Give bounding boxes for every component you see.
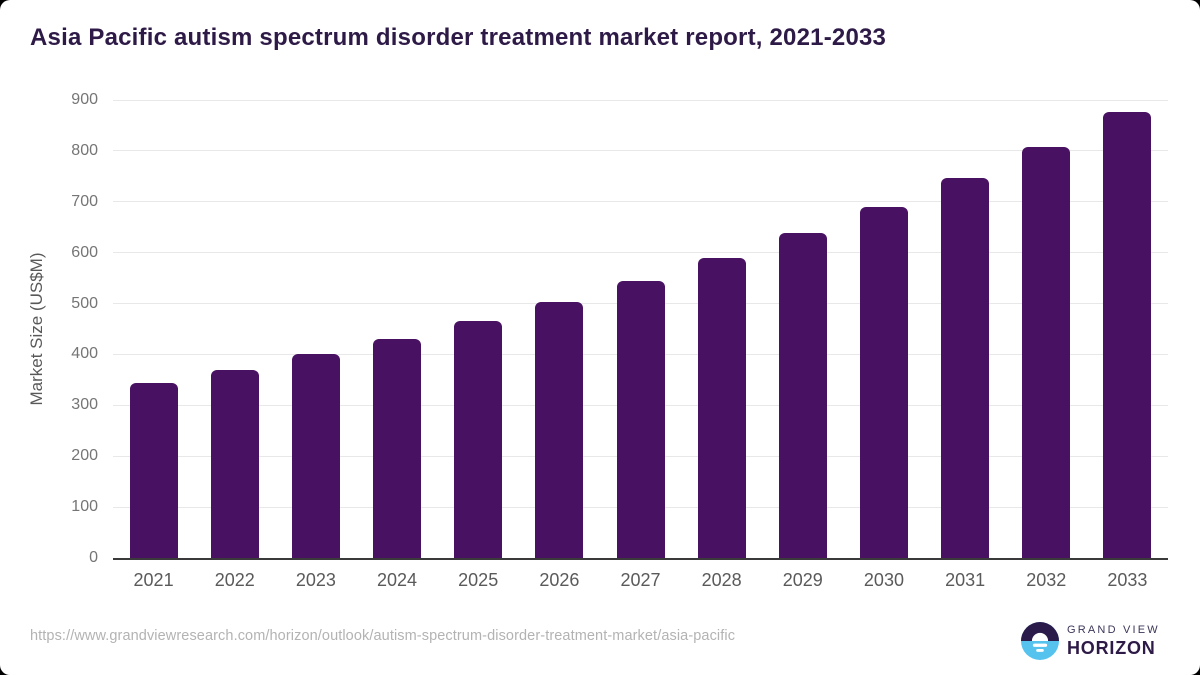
x-tick-label-2026: 2026 <box>539 570 580 590</box>
bar-2024 <box>373 338 422 558</box>
y-tick-label-500: 500 <box>71 294 98 312</box>
gridline-600 <box>113 252 1168 254</box>
y-tick-label-800: 800 <box>71 141 98 159</box>
bar-2032 <box>1022 146 1071 558</box>
bar-2026 <box>535 301 584 558</box>
bar-2023 <box>291 354 340 558</box>
horizon-logo-icon <box>1021 622 1059 660</box>
x-tick-label-2033: 2033 <box>1107 570 1148 590</box>
x-tick-label-2025: 2025 <box>458 570 499 590</box>
y-axis-title: Market Size (US$M) <box>27 252 46 406</box>
y-tick-label-600: 600 <box>71 243 98 261</box>
bar-2029 <box>778 233 827 558</box>
x-tick-label-2028: 2028 <box>701 570 742 590</box>
bar-2025 <box>454 320 503 558</box>
page-title: Asia Pacific autism spectrum disorder tr… <box>30 24 887 51</box>
gridline-900 <box>113 99 1168 101</box>
y-tick-label-100: 100 <box>71 498 98 516</box>
x-tick-label-2031: 2031 <box>945 570 986 590</box>
brand-name: GRAND VIEW HORIZON <box>1067 624 1160 658</box>
y-tick-label-200: 200 <box>71 447 98 465</box>
brand-logo: GRAND VIEW HORIZON <box>1021 622 1160 660</box>
y-tick-label-400: 400 <box>71 345 98 363</box>
gridline-700 <box>113 201 1168 203</box>
bar-2027 <box>616 280 665 558</box>
y-tick-label-900: 900 <box>71 91 98 108</box>
bar-2028 <box>697 258 746 558</box>
x-tick-label-2023: 2023 <box>295 570 336 590</box>
x-tick-label-2029: 2029 <box>782 570 823 590</box>
x-tick-label-2030: 2030 <box>863 570 904 590</box>
x-tick-label-2024: 2024 <box>377 570 418 590</box>
gridline-800 <box>113 150 1168 152</box>
brand-name-bottom: HORIZON <box>1067 638 1156 658</box>
bar-2030 <box>859 206 908 558</box>
x-tick-label-2027: 2027 <box>620 570 661 590</box>
x-tick-label-2032: 2032 <box>1026 570 1067 590</box>
y-tick-label-0: 0 <box>89 549 98 566</box>
x-tick-label-2021: 2021 <box>133 570 174 590</box>
bar-2022 <box>210 369 259 558</box>
y-tick-label-300: 300 <box>71 396 98 414</box>
source-url: https://www.grandviewresearch.com/horizo… <box>30 628 736 644</box>
y-tick-label-700: 700 <box>71 192 98 210</box>
brand-name-top: GRAND VIEW <box>1067 624 1160 636</box>
bar-2031 <box>941 177 990 558</box>
bar-2033 <box>1103 111 1152 558</box>
plot-area <box>113 99 1168 560</box>
x-tick-label-2022: 2022 <box>214 570 255 590</box>
bar-2021 <box>129 383 178 558</box>
